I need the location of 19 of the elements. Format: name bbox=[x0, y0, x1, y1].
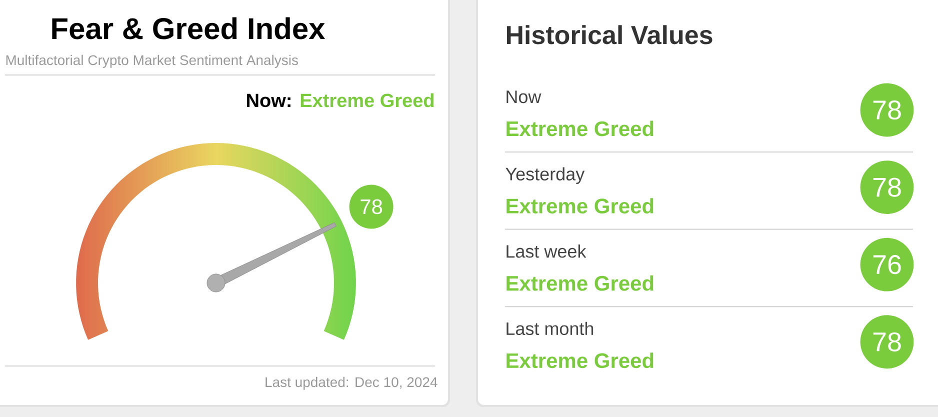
data-label: 78 bbox=[873, 178, 901, 197]
text: Multifactorial Crypto Market Sentiment Analysis bbox=[6, 54, 298, 68]
text: Extreme Greed bbox=[506, 275, 654, 291]
category-label: Yesterday bbox=[506, 167, 585, 184]
data-label: 78 bbox=[873, 100, 901, 120]
category-label: Last week bbox=[506, 244, 586, 258]
text: Extreme Greed bbox=[506, 120, 654, 136]
category-label: Now bbox=[506, 90, 542, 104]
data-label: 78 bbox=[360, 199, 382, 214]
text: Historical Values bbox=[506, 25, 712, 44]
text: Extreme Greed bbox=[506, 198, 654, 214]
data-label: 78 bbox=[873, 332, 901, 352]
text: Now: bbox=[247, 94, 290, 108]
text: Last updated: Dec 10, 2024 bbox=[266, 376, 438, 390]
text: Fear & Greed Index bbox=[52, 17, 326, 40]
category-label: Last month bbox=[506, 322, 594, 336]
data-label: 76 bbox=[873, 255, 901, 274]
text: Extreme Greed bbox=[300, 93, 434, 108]
text: Extreme Greed bbox=[506, 352, 654, 368]
